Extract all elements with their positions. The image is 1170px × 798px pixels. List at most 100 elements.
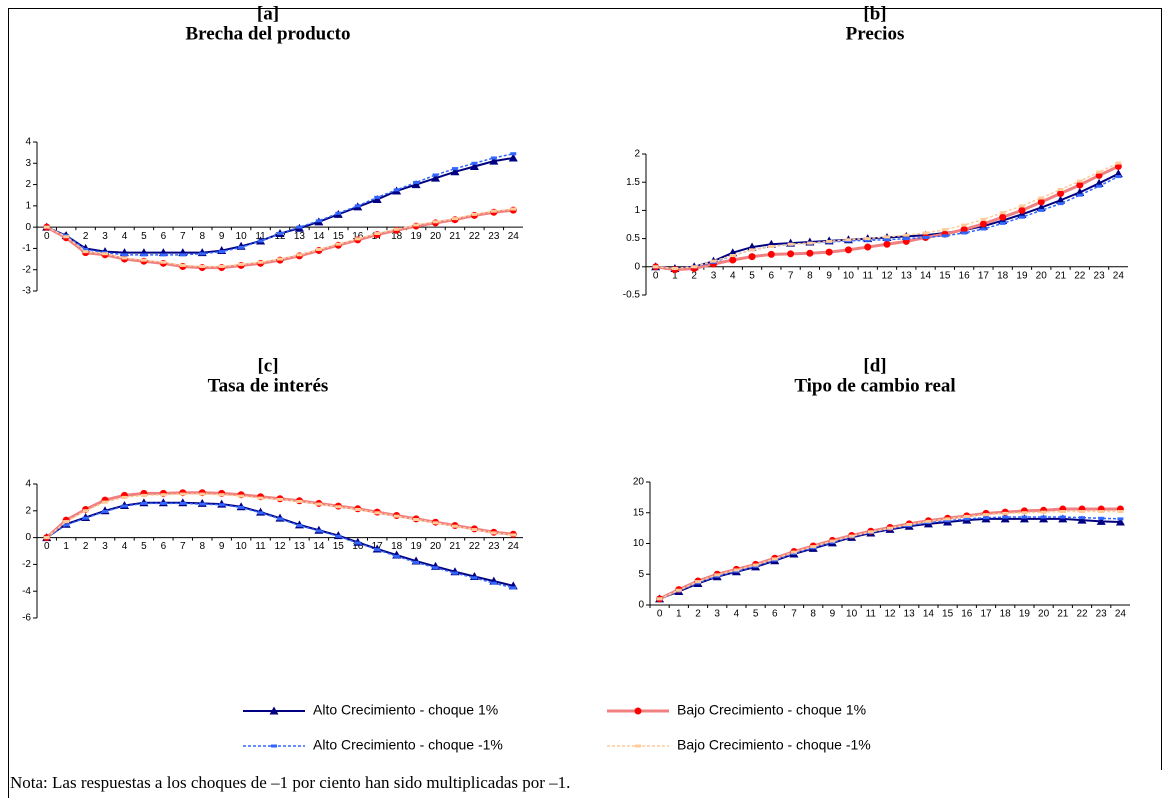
point [315, 502, 322, 506]
point [432, 566, 439, 570]
point [296, 524, 303, 528]
point [1018, 215, 1025, 219]
point [179, 253, 186, 257]
x-tick-label: 3 [714, 609, 720, 620]
point [961, 231, 968, 235]
point [238, 494, 245, 498]
point [471, 212, 478, 216]
point [710, 259, 717, 263]
point [806, 249, 814, 257]
point [695, 580, 701, 584]
y-tick-label: 1.5 [626, 177, 640, 188]
y-tick-label: -0.5 [623, 290, 641, 301]
point [1115, 161, 1122, 165]
x-tick-label: 2 [83, 541, 89, 552]
x-tick-label: 8 [807, 270, 813, 281]
point [999, 221, 1006, 225]
x-tick-label: 22 [1074, 270, 1086, 281]
point [1076, 181, 1084, 189]
legend-marker [271, 744, 277, 748]
x-tick-label: 17 [978, 270, 990, 281]
point [848, 534, 855, 538]
point [752, 563, 759, 567]
point [489, 156, 499, 165]
point [1002, 515, 1009, 519]
x-tick-label: 16 [352, 231, 364, 242]
point [277, 232, 283, 236]
point [883, 240, 891, 248]
x-tick-label: 19 [411, 231, 423, 242]
panel-title: Precios [846, 23, 905, 44]
y-tick-label: 1 [634, 205, 640, 216]
x-tick-label: 24 [508, 541, 520, 552]
point [806, 241, 813, 245]
x-tick-label: 23 [488, 541, 500, 552]
x-tick-label: 11 [863, 270, 874, 281]
x-tick-label: 9 [219, 231, 225, 242]
point [691, 265, 698, 269]
point [961, 223, 968, 227]
x-tick-label: 14 [313, 541, 325, 552]
x-tick-label: 1 [63, 541, 69, 552]
point [315, 219, 322, 223]
point [490, 531, 497, 535]
x-tick-label: 10 [843, 270, 855, 281]
x-tick-label: 18 [391, 231, 403, 242]
point [1037, 198, 1045, 206]
y-tick-label: 3 [25, 158, 31, 169]
x-tick-label: 15 [333, 541, 345, 552]
point [179, 501, 186, 505]
point [121, 253, 128, 257]
point [257, 496, 264, 500]
point [1079, 510, 1085, 514]
legend-marker [269, 706, 279, 715]
point [257, 239, 264, 243]
x-tick-label: 14 [923, 609, 935, 620]
x-tick-label: 16 [959, 270, 971, 281]
x-tick-label: 9 [826, 270, 832, 281]
x-tick-label: 13 [901, 270, 913, 281]
legend-marker [635, 744, 641, 748]
point [296, 253, 303, 257]
x-tick-label: 12 [274, 541, 286, 552]
point [1040, 510, 1047, 514]
point [121, 256, 128, 260]
point [451, 571, 458, 575]
legend-label: Alto Crecimiento - choque -1% [313, 737, 503, 753]
point [1098, 516, 1105, 520]
x-tick-label: 5 [141, 541, 147, 552]
x-tick-label: 13 [294, 541, 306, 552]
point [413, 518, 420, 522]
y-tick-label: 5 [638, 569, 644, 580]
point [277, 257, 283, 261]
point [374, 548, 381, 552]
x-tick-label: 19 [1019, 609, 1031, 620]
point [354, 237, 361, 241]
point [845, 238, 852, 242]
x-tick-label: 15 [333, 231, 345, 242]
panel-title: Tipo de cambio real [794, 375, 955, 396]
point [983, 516, 989, 520]
point [999, 211, 1006, 215]
point [199, 252, 206, 256]
point [374, 232, 381, 236]
point [393, 227, 400, 231]
x-tick-label: 21 [1057, 609, 1069, 620]
y-tick-label: 4 [25, 137, 31, 148]
y-tick-label: -3 [22, 286, 31, 297]
point [102, 252, 109, 256]
note: Nota: Las respuestas a los choques de –1… [10, 773, 570, 792]
y-tick-label: 1 [25, 200, 31, 211]
point [884, 235, 890, 239]
y-tick-label: -6 [22, 613, 31, 624]
x-tick-label: 0 [44, 231, 50, 242]
x-tick-label: 24 [508, 231, 520, 242]
point [1018, 204, 1025, 208]
point [1115, 517, 1125, 526]
point [82, 247, 89, 251]
x-tick-label: 19 [1016, 270, 1028, 281]
point [1057, 189, 1065, 197]
point [867, 530, 874, 534]
point [1096, 184, 1103, 188]
